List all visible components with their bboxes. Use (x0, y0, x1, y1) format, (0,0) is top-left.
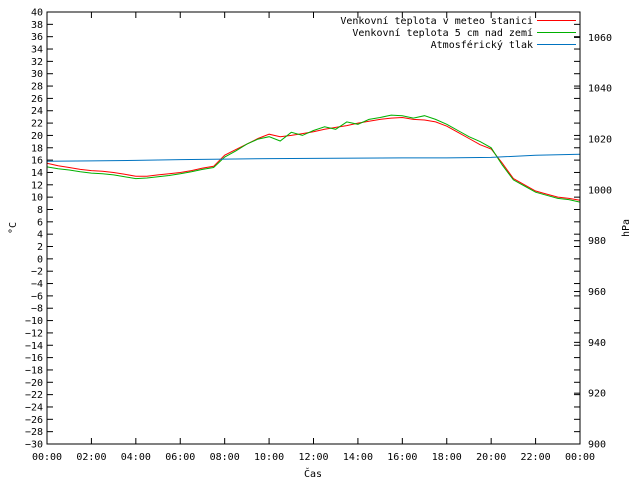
y-tick-label: 32 (31, 57, 43, 68)
x-tick-label: 20:00 (476, 452, 506, 463)
series-line-3 (46, 153, 581, 162)
y-tick-label: 8 (37, 205, 43, 216)
y-tick-label: 28 (31, 82, 43, 93)
legend-label-series-2: Venkovní teplota 5 cm nad zemí (352, 27, 533, 39)
x-tick-label: 14:00 (343, 452, 373, 463)
legend: Venkovní teplota v meteo stanici Venkovn… (340, 15, 576, 51)
y-tick-label: 18 (31, 143, 43, 154)
y-tick-label: 14 (31, 168, 43, 179)
y-tick-label: −12 (25, 328, 43, 339)
y2-tick-label: 920 (588, 389, 606, 400)
x-tick-label: 06:00 (165, 452, 195, 463)
y-tick-label: 2 (37, 242, 43, 253)
y2-tick-label: 900 (588, 440, 606, 451)
y-tick-label: −8 (31, 304, 43, 315)
y-axis-title: °C (8, 222, 19, 234)
y-tick-label: 34 (31, 45, 43, 56)
y-tick-label: 40 (31, 8, 43, 19)
y2-tick-label: 1040 (588, 84, 612, 95)
y2-tick-label: 940 (588, 338, 606, 349)
y2-tick-label: 1000 (588, 185, 612, 196)
y-tick-label: −4 (31, 279, 43, 290)
y-tick-label: 10 (31, 193, 43, 204)
y-tick-label: 30 (31, 69, 43, 80)
y-tick-label: 38 (31, 20, 43, 31)
y-tick-label: 16 (31, 156, 43, 167)
y2-tick-label: 960 (588, 287, 606, 298)
y-tick-label: −24 (25, 402, 43, 413)
x-tick-label: 04:00 (121, 452, 151, 463)
y-tick-label: 36 (31, 32, 43, 43)
y-tick-label: −28 (25, 427, 43, 438)
x-tick-label: 08:00 (210, 452, 240, 463)
legend-label-series-3: Atmosférický tlak (431, 39, 533, 51)
x-axis-title: Čas (304, 467, 322, 480)
plot-frame (46, 11, 581, 445)
y-tick-label: 6 (37, 217, 43, 228)
y-tick-label: −16 (25, 353, 43, 364)
x-tick-label: 22:00 (521, 452, 551, 463)
y-tick-label: −6 (31, 291, 43, 302)
y2-tick-label: 980 (588, 236, 606, 247)
legend-label-series-1: Venkovní teplota v meteo stanici (340, 15, 533, 27)
y-tick-label: −14 (25, 341, 43, 352)
x-tick-label: 02:00 (76, 452, 106, 463)
y-tick-label: −30 (25, 440, 43, 451)
y-tick-label: 4 (37, 230, 43, 241)
y-tick-label: −18 (25, 365, 43, 376)
y2-tick-label: 1020 (588, 135, 612, 146)
y-tick-label: 22 (31, 119, 43, 130)
x-tick-label: 10:00 (254, 452, 284, 463)
y-tick-label: 26 (31, 94, 43, 105)
y2-tick-label: 1060 (588, 33, 612, 44)
x-tick-label: 00:00 (565, 452, 595, 463)
series-line-2 (46, 114, 581, 203)
y-tick-label: −26 (25, 415, 43, 426)
y-tick-label: −20 (25, 378, 43, 389)
x-tick-label: 18:00 (432, 452, 462, 463)
x-tick-label: 12:00 (298, 452, 328, 463)
y-tick-label: 0 (37, 254, 43, 265)
y-tick-label: 24 (31, 106, 43, 117)
y-tick-label: −2 (31, 267, 43, 278)
series-line-1 (46, 116, 581, 201)
y-tick-label: 20 (31, 131, 43, 142)
y-tick-label: −22 (25, 390, 43, 401)
y2-axis-title: hPa (621, 219, 632, 237)
y-tick-label: −10 (25, 316, 43, 327)
x-tick-label: 00:00 (32, 452, 62, 463)
x-tick-label: 16:00 (387, 452, 417, 463)
y-tick-label: 12 (31, 180, 43, 191)
